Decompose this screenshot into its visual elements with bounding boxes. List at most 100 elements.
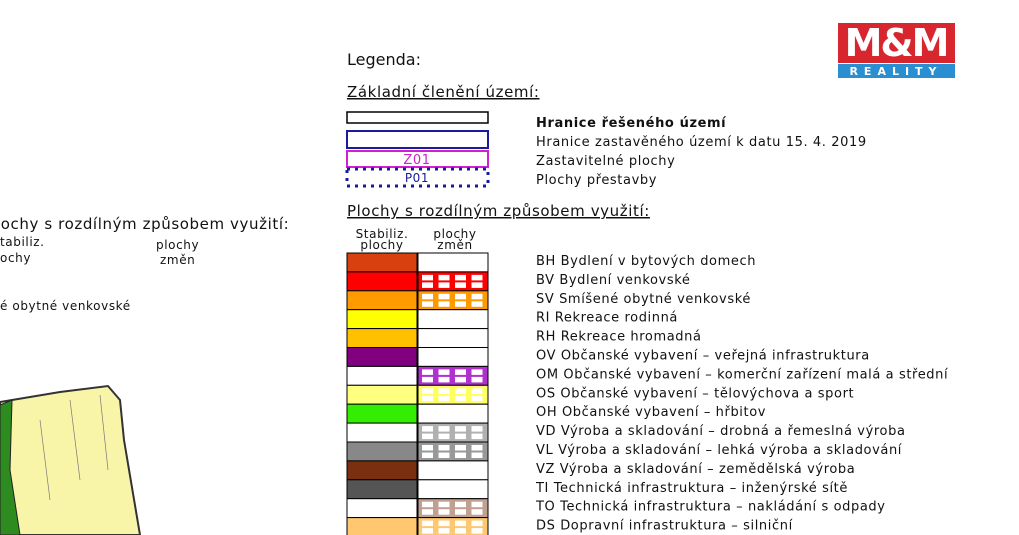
legend-item: VD Výroba a skladování – drobná a řemesl… — [536, 424, 906, 439]
map-fragment — [0, 384, 142, 535]
stable-swatch — [346, 328, 418, 349]
hatch-cell — [422, 452, 433, 458]
hatch-cell — [438, 301, 450, 307]
hatch-cell — [438, 452, 450, 458]
hatch-cell — [422, 501, 433, 508]
stable-swatch — [346, 309, 418, 330]
hatch-cell — [471, 520, 483, 527]
stable-swatch — [346, 384, 418, 405]
hatch-cell — [422, 274, 433, 281]
hatch-cell — [422, 376, 433, 383]
change-swatch — [417, 328, 489, 349]
legend-item: RI Rekreace rodinná — [536, 311, 678, 326]
change-swatch — [417, 403, 489, 424]
change-swatch — [417, 498, 489, 519]
change-swatch — [417, 441, 489, 462]
hatch-cell — [471, 426, 483, 432]
change-swatch — [417, 365, 489, 386]
hatch-cell — [438, 388, 450, 394]
hatch-cell — [438, 509, 450, 515]
hatch-cell — [455, 509, 466, 515]
change-swatch — [417, 290, 489, 311]
left-item: é obytné venkovské — [0, 299, 131, 313]
redevelopment-symbol — [345, 167, 490, 188]
legend-item: SV Smíšené obytné venkovské — [536, 292, 751, 307]
hatch-cell — [471, 301, 483, 307]
hatch-cell — [455, 452, 466, 458]
section-title: Plochy s rozdílným způsobem využití: — [347, 202, 650, 220]
hatch-cell — [471, 528, 483, 534]
hatch-cell — [438, 395, 450, 402]
change-swatch — [417, 271, 489, 292]
legend-item: VZ Výroba a skladování – zemědělská výro… — [536, 462, 855, 477]
left-col-header: ochy — [0, 251, 31, 265]
hatch-cell — [438, 293, 450, 300]
hatch-cell — [438, 376, 450, 383]
hatch-cell — [422, 426, 433, 432]
change-swatch — [417, 460, 489, 481]
stable-swatch — [346, 479, 418, 500]
change-swatch — [417, 517, 489, 535]
hatch-cell — [438, 433, 450, 440]
hatch-cell — [455, 501, 466, 508]
change-swatch — [417, 479, 489, 500]
stable-swatch — [346, 290, 418, 311]
column-header: plochy — [360, 238, 403, 252]
hatch-cell — [422, 445, 433, 451]
hatch-cell — [455, 528, 466, 534]
left-col-header: tabiliz. — [0, 235, 45, 249]
stable-swatch — [346, 347, 418, 367]
legend-item: OM Občanské vybavení – komerční zařízení… — [536, 367, 948, 382]
hatch-cell — [471, 395, 483, 402]
legend-item: Hranice řešeného území — [536, 116, 727, 131]
change-swatch — [417, 347, 489, 367]
left-col-header: plochy — [156, 238, 199, 252]
boundary-symbol — [346, 111, 489, 124]
hatch-cell — [455, 293, 466, 300]
legend-item: RH Rekreace hromadná — [536, 330, 702, 345]
hatch-cell — [471, 282, 483, 288]
hatch-cell — [471, 376, 483, 383]
logo-sub: REALITY — [849, 65, 942, 78]
hatch-cell — [422, 509, 433, 515]
hatch-cell — [471, 388, 483, 394]
hatch-cell — [455, 369, 466, 375]
buildable-symbol — [346, 150, 489, 168]
hatch-cell — [471, 433, 483, 440]
legend-item: OH Občanské vybavení – hřbitov — [536, 405, 766, 420]
hatch-cell — [455, 301, 466, 307]
hatch-cell — [471, 452, 483, 458]
left-col-header: změn — [160, 253, 195, 267]
hatch-cell — [471, 293, 483, 300]
column-header: plochy — [433, 227, 476, 241]
hatch-cell — [438, 520, 450, 527]
hatch-cell — [422, 301, 433, 307]
hatch-cell — [455, 426, 466, 432]
stable-swatch — [346, 403, 418, 424]
hatch-cell — [422, 433, 433, 440]
box-label: P01 — [405, 171, 429, 185]
change-swatch — [417, 309, 489, 330]
legend-item: DS Dopravní infrastruktura – silniční — [536, 519, 793, 534]
box-label: Z01 — [403, 153, 430, 168]
hatch-cell — [438, 501, 450, 508]
hatch-cell — [471, 509, 483, 515]
section-title: Základní členění území: — [347, 83, 540, 101]
hatch-cell — [455, 376, 466, 383]
legend-item: TI Technická infrastruktura – inženýrské… — [535, 481, 848, 496]
stable-swatch — [346, 271, 418, 292]
hatch-cell — [455, 445, 466, 451]
hatch-cell — [438, 528, 450, 534]
legend-item: OV Občanské vybavení – veřejná infrastru… — [536, 349, 870, 364]
change-swatch — [417, 252, 489, 273]
hatch-cell — [438, 282, 450, 288]
hatch-cell — [422, 528, 433, 534]
hatch-cell — [455, 395, 466, 402]
stable-swatch — [346, 460, 418, 481]
hatch-cell — [438, 369, 450, 375]
left-title: lochy s rozdílným způsobem využití: — [0, 215, 289, 233]
column-header: změn — [437, 238, 472, 252]
hatch-cell — [438, 274, 450, 281]
legend-item: OS Občanské vybavení – tělovýchova a spo… — [536, 386, 854, 401]
